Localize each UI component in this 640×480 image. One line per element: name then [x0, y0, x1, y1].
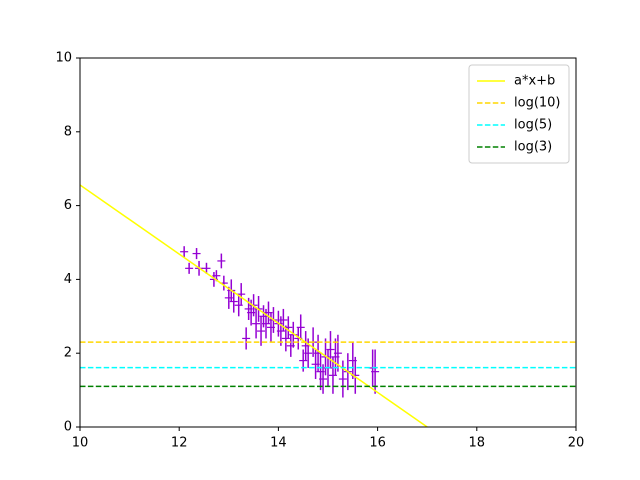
- legend-label: log(10): [514, 96, 561, 111]
- y-tick-label: 6: [64, 198, 72, 213]
- x-tick-label: 18: [469, 436, 486, 451]
- series-line: [80, 184, 428, 427]
- legend-label: log(5): [514, 118, 552, 133]
- y-tick-label: 8: [64, 124, 72, 139]
- y-tick-label: 2: [64, 346, 72, 361]
- legend-label: a*x+b: [514, 74, 555, 89]
- x-tick-label: 12: [171, 436, 188, 451]
- plot-area: [80, 184, 576, 427]
- x-tick-label: 20: [568, 436, 585, 451]
- legend-label: log(3): [514, 140, 552, 155]
- y-tick-label: 0: [64, 420, 72, 435]
- x-tick-label: 16: [369, 436, 386, 451]
- x-tick-label: 10: [72, 436, 89, 451]
- x-tick-label: 14: [270, 436, 287, 451]
- y-tick-label: 10: [55, 51, 72, 66]
- axes-frame: [79, 57, 577, 428]
- y-tick-label: 4: [64, 272, 72, 287]
- legend-box: [468, 64, 570, 164]
